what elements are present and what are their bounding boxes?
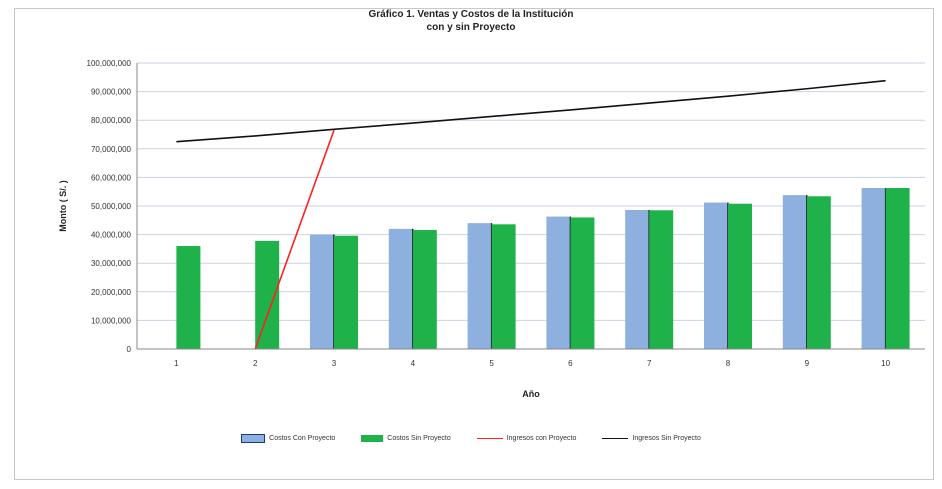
bar-costos-con-proyecto (388, 228, 413, 349)
y-tick-label: 20,000,000 (91, 288, 132, 297)
x-tick-label: 9 (805, 359, 810, 368)
bar-costos-con-proyecto (704, 202, 728, 349)
legend-swatch (241, 434, 266, 443)
chart-subtitle: con y sin Proyecto (426, 22, 516, 33)
bar-costos-con-proyecto (310, 234, 334, 349)
x-tick-label: 6 (568, 359, 573, 368)
legend-label: Ingresos Sin Proyecto (632, 435, 701, 442)
bar-costos-sin-proyecto (728, 203, 752, 349)
y-tick-label: 0 (127, 345, 132, 354)
bar-costos-sin-proyecto (412, 230, 437, 349)
chart-title-block: Gráfico 1. Ventas y Costos de la Institu… (0, 8, 942, 34)
bar-costos-con-proyecto (625, 210, 650, 349)
legend-swatch (361, 435, 384, 442)
tick-labels: 0 10,000,000 20,000,000 30,000,000 40,000,00… (87, 59, 891, 368)
legend-item: Ingresos con Proyecto (476, 434, 577, 443)
y-tick-label: 30,000,000 (91, 259, 132, 268)
chart-title: Gráfico 1. Ventas y Costos de la Institu… (368, 9, 574, 20)
bar-costos-con-proyecto (467, 223, 492, 349)
x-tick-label: 2 (253, 359, 258, 368)
x-tick-label: 7 (647, 359, 652, 368)
y-tick-label: 40,000,000 (91, 231, 132, 240)
x-axis-label: Año (522, 389, 540, 399)
bars (176, 187, 910, 349)
y-tick-label: 10,000,000 (91, 316, 132, 325)
bar-costos-con-proyecto (782, 195, 807, 349)
y-tick-label: 80,000,000 (91, 116, 132, 125)
legend-item: Ingresos Sin Proyecto (602, 434, 701, 443)
bar-costos-sin-proyecto (491, 224, 516, 349)
x-tick-label: 10 (881, 359, 890, 368)
series-lines (176, 79, 886, 350)
bar-costos-con-proyecto (546, 216, 571, 349)
y-tick-label: 60,000,000 (91, 173, 132, 182)
x-tick-label: 3 (332, 359, 337, 368)
legend-label: Ingresos con Proyecto (506, 435, 577, 442)
bar-costos-sin-proyecto (255, 240, 280, 349)
legend-swatch (476, 438, 503, 439)
legend-label: Costos Con Proyecto (269, 435, 336, 442)
line-ingresos-sin-proyecto (176, 79, 886, 143)
y-tick-label: 70,000,000 (91, 145, 132, 154)
bar-costos-sin-proyecto (649, 210, 674, 349)
x-tick-label: 5 (489, 359, 494, 368)
x-tick-label: 1 (174, 359, 179, 368)
bar-costos-sin-proyecto (176, 246, 201, 349)
line-ingresos-con-proyecto (254, 129, 335, 350)
bar-costos-sin-proyecto (885, 187, 910, 349)
bar-costos-con-proyecto (861, 187, 886, 349)
legend-item: Costos Con Proyecto (241, 434, 335, 443)
axes (136, 63, 925, 350)
y-axis-label: Monto ( S/. ) (58, 180, 68, 232)
x-tick-label: 4 (411, 359, 416, 368)
bar-costos-sin-proyecto (806, 196, 831, 349)
legend: Costos Con Proyecto Costos Sin Proyecto In… (0, 434, 942, 443)
y-tick-label: 100,000,000 (87, 59, 132, 68)
bar-costos-sin-proyecto (334, 235, 358, 349)
y-tick-label: 90,000,000 (91, 88, 132, 97)
y-tick-label: 50,000,000 (91, 202, 132, 211)
legend-swatch (602, 438, 629, 439)
x-tick-label: 8 (726, 359, 731, 368)
legend-label: Costos Sin Proyecto (387, 435, 451, 442)
bar-costos-sin-proyecto (570, 217, 595, 349)
legend-item: Costos Sin Proyecto (361, 434, 451, 443)
